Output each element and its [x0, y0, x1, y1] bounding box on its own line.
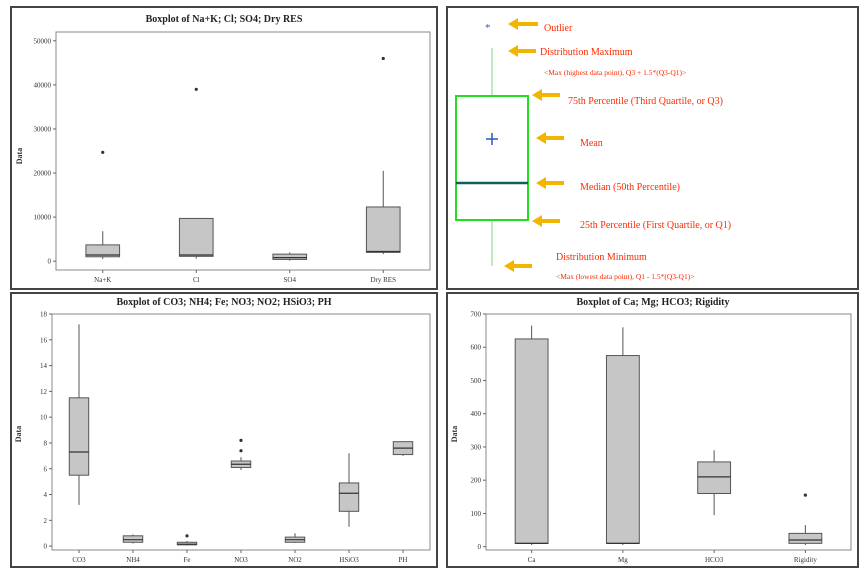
boxplot-panel-ions: Boxplot of Na+K; Cl; SO4; Dry RES Data 0…	[10, 6, 438, 290]
y-axis-label: Data	[15, 148, 24, 164]
y-tick-label: 500	[471, 377, 482, 385]
legend-q3-label: 75th Percentile (Third Quartile, or Q3)	[568, 96, 723, 107]
box-hsio3	[338, 482, 360, 512]
y-tick-label: 8	[44, 439, 48, 447]
box-rigidity	[788, 532, 823, 544]
y-tick-label: 700	[471, 311, 482, 319]
legend-box	[455, 95, 529, 221]
box-outlier	[381, 56, 385, 61]
boxplot-minor-ions-chart: Boxplot of CO3; NH4; Fe; NO3; NO2; HSiO3…	[14, 297, 431, 564]
box-so4	[272, 253, 308, 260]
plot-frame	[51, 313, 431, 551]
chart-title: Boxplot of Ca; Mg; HCO3; Rigidity	[576, 297, 729, 308]
legend-max-label: Distribution Maximum	[540, 47, 633, 58]
arrow-q1	[532, 215, 560, 227]
y-tick-label: 400	[471, 410, 482, 418]
plot-frame	[485, 313, 852, 551]
y-tick-label: 40000	[34, 81, 52, 89]
boxplot-ions-chart: Boxplot of Na+K; Cl; SO4; Dry RES Data 0…	[15, 14, 431, 284]
boxplot-legend-panel: * Outlier Distribution Maximum <Max (hig…	[446, 6, 859, 290]
box-outlier	[101, 150, 105, 154]
plot-frame	[55, 31, 431, 271]
x-tick-label: Mg	[618, 556, 628, 564]
y-tick-label: 600	[471, 344, 482, 352]
boxplot-hardness-chart: Boxplot of Ca; Mg; HCO3; Rigidity Data 0…	[450, 297, 852, 564]
y-tick-label: 6	[44, 465, 48, 473]
y-tick-label: 100	[471, 510, 482, 518]
legend-outlier-label: Outlier	[544, 23, 573, 34]
y-tick-label: 16	[40, 336, 48, 344]
box-fe	[176, 541, 198, 546]
x-tick-label: NH4	[126, 556, 140, 564]
x-tick-label: CO3	[72, 556, 86, 564]
x-tick-label: Rigidity	[794, 556, 817, 564]
box-co3	[68, 397, 90, 476]
y-tick-label: 200	[471, 477, 482, 485]
y-tick-label: 30000	[34, 125, 52, 133]
box-ca	[514, 338, 549, 544]
y-tick-label: 12	[40, 388, 48, 396]
legend-mean-label: Mean	[580, 138, 603, 149]
legend-q1-label: 25th Percentile (First Quartile, or Q1)	[580, 220, 731, 231]
chart-title: Boxplot of CO3; NH4; Fe; NO3; NO2; HSiO3…	[117, 297, 332, 308]
boxplot-legend-diagram: * Outlier Distribution Maximum <Max (hig…	[455, 18, 731, 281]
box-dry-res	[365, 206, 401, 253]
y-tick-label: 18	[40, 311, 48, 319]
arrow-outlier	[508, 18, 538, 30]
box-outlier	[185, 534, 189, 538]
legend-max-note: <Max (highest data point), Q3 + 1.5*(Q3-…	[544, 68, 686, 77]
box-outlier	[239, 449, 243, 453]
box-outlier	[803, 493, 807, 497]
box-na-k	[85, 244, 121, 258]
y-tick-label: 0	[48, 258, 52, 266]
y-tick-label: 2	[44, 517, 48, 525]
y-tick-label: 300	[471, 443, 482, 451]
x-tick-label: Cl	[193, 276, 200, 284]
legend-outlier-marker: *	[485, 22, 491, 34]
box-mg	[605, 355, 640, 544]
chart-title: Boxplot of Na+K; Cl; SO4; Dry RES	[146, 14, 303, 25]
y-tick-label: 50000	[34, 37, 52, 45]
y-tick-label: 0	[44, 543, 48, 551]
box-nh4	[122, 535, 144, 543]
y-tick-label: 20000	[34, 170, 52, 178]
x-tick-label: Dry RES	[371, 276, 397, 284]
legend-median-label: Median (50th Percentile)	[580, 182, 680, 193]
x-tick-label: PH	[399, 556, 408, 564]
y-axis-label: Data	[450, 426, 459, 442]
box-cl	[178, 217, 214, 257]
legend-min-note: <Max (lowest data point), Q1 - 1.5*(Q3-Q…	[556, 272, 694, 281]
arrow-mean	[536, 132, 564, 144]
arrow-max	[508, 45, 536, 57]
y-tick-label: 10000	[34, 214, 52, 222]
legend-arrows	[504, 18, 564, 272]
y-tick-label: 14	[40, 362, 48, 370]
box-hco3	[697, 461, 732, 494]
x-tick-label: NO3	[234, 556, 248, 564]
y-tick-label: 10	[40, 414, 48, 422]
y-tick-label: 0	[478, 543, 482, 551]
y-axis-label: Data	[14, 426, 23, 442]
x-tick-label: HCO3	[705, 556, 724, 564]
x-tick-label: Ca	[528, 556, 537, 564]
x-tick-label: Fe	[184, 556, 191, 564]
y-tick-label: 4	[44, 491, 48, 499]
x-tick-label: Na+K	[94, 276, 111, 284]
legend-min-label: Distribution Minimum	[556, 252, 647, 263]
arrow-q3	[532, 89, 560, 101]
boxplot-panel-hardness: Boxplot of Ca; Mg; HCO3; Rigidity Data 0…	[446, 292, 859, 568]
x-tick-label: SO4	[284, 276, 297, 284]
box-outlier	[239, 438, 243, 442]
x-tick-label: HSiO3	[339, 556, 359, 564]
x-tick-label: NO2	[288, 556, 302, 564]
arrow-median	[536, 177, 564, 189]
arrow-min	[504, 260, 532, 272]
box-outlier	[194, 87, 198, 91]
boxplot-panel-minor-ions: Boxplot of CO3; NH4; Fe; NO3; NO2; HSiO3…	[10, 292, 438, 568]
